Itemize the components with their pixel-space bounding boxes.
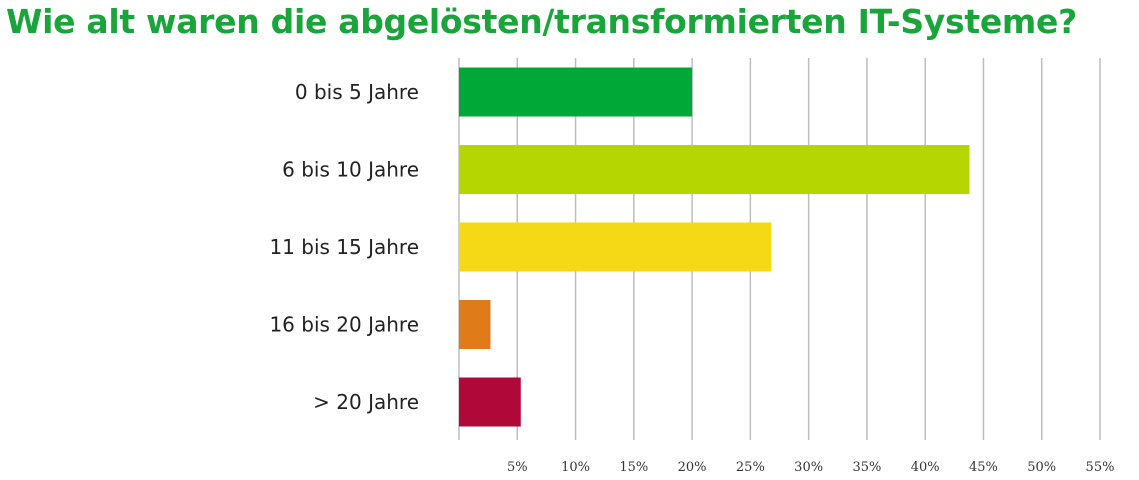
tick-label-30: 30% <box>794 460 823 475</box>
bars <box>459 67 970 427</box>
tick-label-55: 55% <box>1086 460 1115 475</box>
category-labels: 0 bis 5 Jahre 6 bis 10 Jahre 11 bis 15 Jah… <box>269 80 419 414</box>
tick-label-45: 45% <box>969 460 998 475</box>
tick-label-10: 10% <box>561 460 590 475</box>
bar-4 <box>459 377 521 427</box>
bar-2 <box>459 222 772 272</box>
bar-1 <box>459 145 970 194</box>
category-label-0: 0 bis 5 Jahre <box>295 80 419 104</box>
tick-label-15: 15% <box>619 460 648 475</box>
category-label-2: 11 bis 15 Jahre <box>269 235 419 259</box>
tick-label-50: 50% <box>1027 460 1056 475</box>
tick-label-40: 40% <box>911 460 940 475</box>
category-label-1: 6 bis 10 Jahre <box>282 158 419 182</box>
bar-0 <box>459 67 693 117</box>
tick-label-5: 5% <box>507 460 528 475</box>
category-label-4: > 20 Jahre <box>313 390 419 414</box>
tick-label-35: 35% <box>852 460 881 475</box>
category-label-3: 16 bis 20 Jahre <box>269 313 419 337</box>
tick-label-25: 25% <box>736 460 765 475</box>
tick-label-20: 20% <box>678 460 707 475</box>
bar-3 <box>459 300 491 349</box>
tick-labels: 5% 10% 15% 20% 25% 30% 35% 40% 45% 50% 55% <box>507 460 1114 475</box>
chart-title: Wie alt waren die abgelösten/transformie… <box>6 2 1077 41</box>
